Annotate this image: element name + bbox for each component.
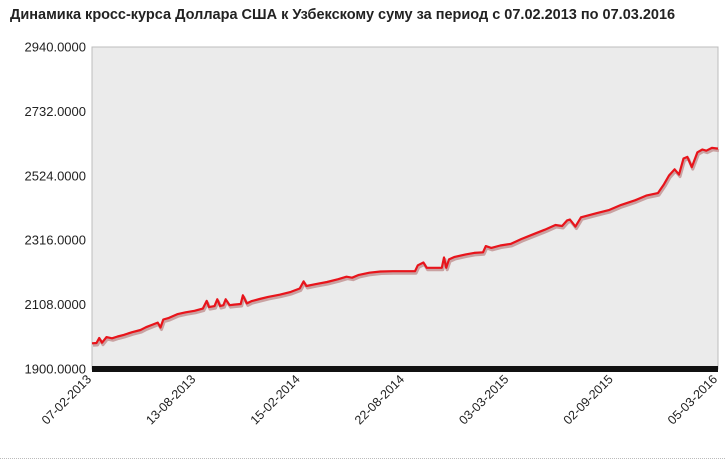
y-tick-label: 2732.0000	[25, 104, 86, 119]
x-tick-label: 05-03-2016	[665, 372, 720, 427]
x-tick-label: 07-02-2013	[39, 372, 94, 427]
x-tick-label: 02-09-2015	[561, 372, 616, 427]
chart-title: Динамика кросс-курса Доллара США к Узбек…	[10, 7, 676, 23]
x-tick-label: 15-02-2014	[248, 372, 303, 427]
x-tick-label: 22-08-2014	[352, 372, 407, 427]
series-line	[91, 146, 719, 345]
bottom-divider	[0, 458, 725, 459]
y-tick-label: 2316.0000	[25, 233, 86, 248]
plot-area	[91, 46, 719, 370]
y-tick-label: 2940.0000	[25, 40, 86, 55]
x-axis-bar	[92, 366, 718, 372]
x-axis: 07-02-2013 13-08-2013 15-02-2014 22-08-2014…	[39, 372, 720, 427]
x-tick-label: 03-03-2015	[456, 372, 511, 427]
y-tick-label: 2108.0000	[25, 297, 86, 312]
y-tick-label: 2524.0000	[25, 168, 86, 183]
y-tick-label: 1900.0000	[25, 362, 86, 377]
x-tick-label: 13-08-2013	[143, 372, 198, 427]
y-axis: 2940.0000 2732.0000 2524.0000 2316.0000 2108…	[25, 40, 86, 377]
series-line-shadow	[92, 148, 720, 347]
